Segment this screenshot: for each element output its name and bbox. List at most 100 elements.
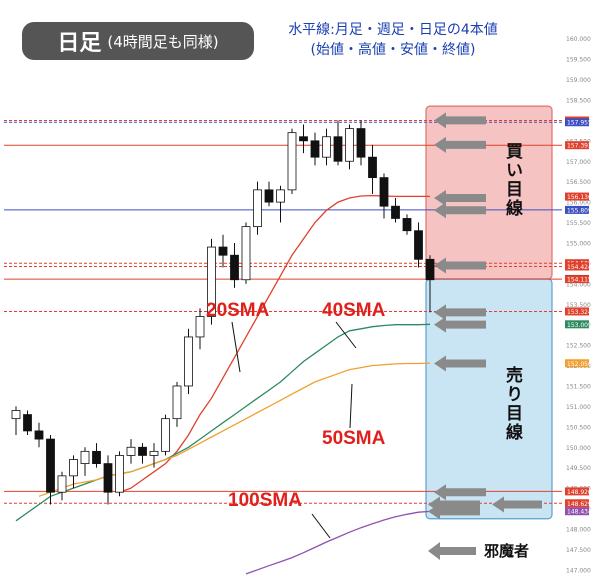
candle-body: [287, 132, 297, 191]
candle-body: [126, 446, 136, 456]
y-tick-label: 155.500: [566, 220, 591, 227]
price-label-box: [565, 507, 589, 516]
price-label: 153.009: [567, 322, 592, 329]
sma100-label: 100SMA: [228, 490, 302, 511]
price-label: 152.056: [567, 361, 592, 368]
price-label: 148.629: [567, 501, 592, 508]
candle: [57, 471, 67, 501]
arrow-2: [434, 190, 486, 207]
horizontal-line-note: 水平線:月足・週足・日足の4本値 (始値・高値・安値・終値): [268, 20, 518, 60]
connector-line-0: [231, 321, 241, 373]
candle-body: [299, 136, 308, 142]
candle-body: [80, 450, 90, 465]
price-label: 148.434: [567, 509, 592, 516]
price-label: 157.393: [567, 143, 592, 150]
candle: [425, 255, 435, 313]
arrow-external: [492, 496, 542, 513]
candle-body: [184, 336, 193, 387]
candle: [115, 451, 124, 497]
arrow-8: [434, 484, 486, 501]
sma50-label: 50SMA: [322, 428, 386, 449]
price-label-box: [565, 118, 589, 127]
connector-line-1: [335, 321, 357, 349]
chart-title: 日足: [57, 31, 102, 56]
y-tick-label: 156.500: [566, 179, 591, 186]
candle-body: [92, 450, 101, 465]
y-tick-label: 147.000: [566, 567, 591, 574]
candle-body: [230, 254, 239, 281]
candle: [23, 410, 32, 435]
candle-body: [425, 258, 435, 281]
sell-zone-label: 売り目線: [502, 366, 522, 442]
candle: [414, 222, 423, 268]
candle-body: [115, 455, 124, 493]
note-line-1: 水平線:月足・週足・日足の4本値: [288, 22, 498, 38]
candle: [322, 128, 331, 166]
price-label: 153.324: [567, 309, 592, 316]
y-tick-label: 148.000: [566, 526, 591, 533]
price-label-box: [565, 192, 589, 201]
connector-line-2: [349, 383, 353, 429]
y-tick-label: 150.500: [566, 424, 591, 431]
candle-body: [368, 156, 377, 179]
sma-line-40sma: [15, 323, 431, 522]
arrow-10: [428, 503, 480, 520]
price-label-box: [565, 359, 589, 368]
y-tick-label: 147.500: [566, 547, 591, 554]
candle-body: [207, 246, 216, 317]
price-label-box: [565, 205, 589, 214]
candle-body: [149, 450, 159, 456]
candle: [276, 185, 285, 223]
arrow-6: [434, 316, 486, 333]
candle: [80, 447, 90, 476]
candle-body: [414, 230, 423, 260]
arrow-1: [434, 136, 486, 153]
price-label: 154.424: [567, 264, 592, 271]
candle: [391, 198, 400, 223]
candle-body: [23, 414, 32, 432]
candle: [356, 120, 366, 166]
y-tick-label: 157.000: [566, 159, 591, 166]
y-tick-label: 160.000: [566, 36, 591, 43]
candle: [310, 132, 320, 166]
price-label: 155.809: [567, 207, 592, 214]
price-label-box: [565, 320, 589, 329]
candle-body: [345, 128, 354, 162]
candle: [34, 422, 44, 448]
price-label: 156.136: [567, 194, 592, 201]
price-label: 157.955: [567, 120, 592, 127]
y-tick-label: 152.500: [566, 343, 591, 350]
candle: [172, 381, 182, 427]
y-tick-label: 150.000: [566, 445, 591, 452]
arrow-7: [434, 355, 486, 372]
note-line-2: (始値・高値・安値・終値): [310, 42, 476, 58]
sma40-label: 40SMA: [322, 300, 386, 321]
arrow-0: [434, 112, 486, 129]
y-tick-label: 156.000: [566, 200, 591, 207]
y-tick-label: 158.500: [566, 97, 591, 104]
candle: [103, 455, 113, 505]
price-label: 148.920: [567, 489, 592, 496]
candle-body: [276, 189, 285, 203]
sma-line-100sma: [245, 510, 431, 575]
candle-body: [57, 475, 67, 493]
candle: [287, 128, 297, 194]
candle-body: [241, 226, 251, 281]
candle-body: [195, 316, 205, 338]
candle-body: [322, 136, 331, 158]
candle-body: [379, 177, 389, 207]
price-label-box: [565, 275, 589, 284]
candle-body: [402, 218, 412, 232]
candle: [402, 214, 412, 235]
arrow-3: [434, 202, 486, 219]
candle: [126, 439, 136, 464]
candle: [299, 124, 308, 154]
y-tick-label: 151.500: [566, 383, 591, 390]
candle: [46, 435, 55, 505]
legend-label: 邪魔者: [484, 542, 530, 560]
candle-body: [356, 128, 366, 158]
candle-body: [103, 463, 113, 493]
candle-body: [172, 385, 182, 420]
candle-body: [391, 205, 400, 219]
